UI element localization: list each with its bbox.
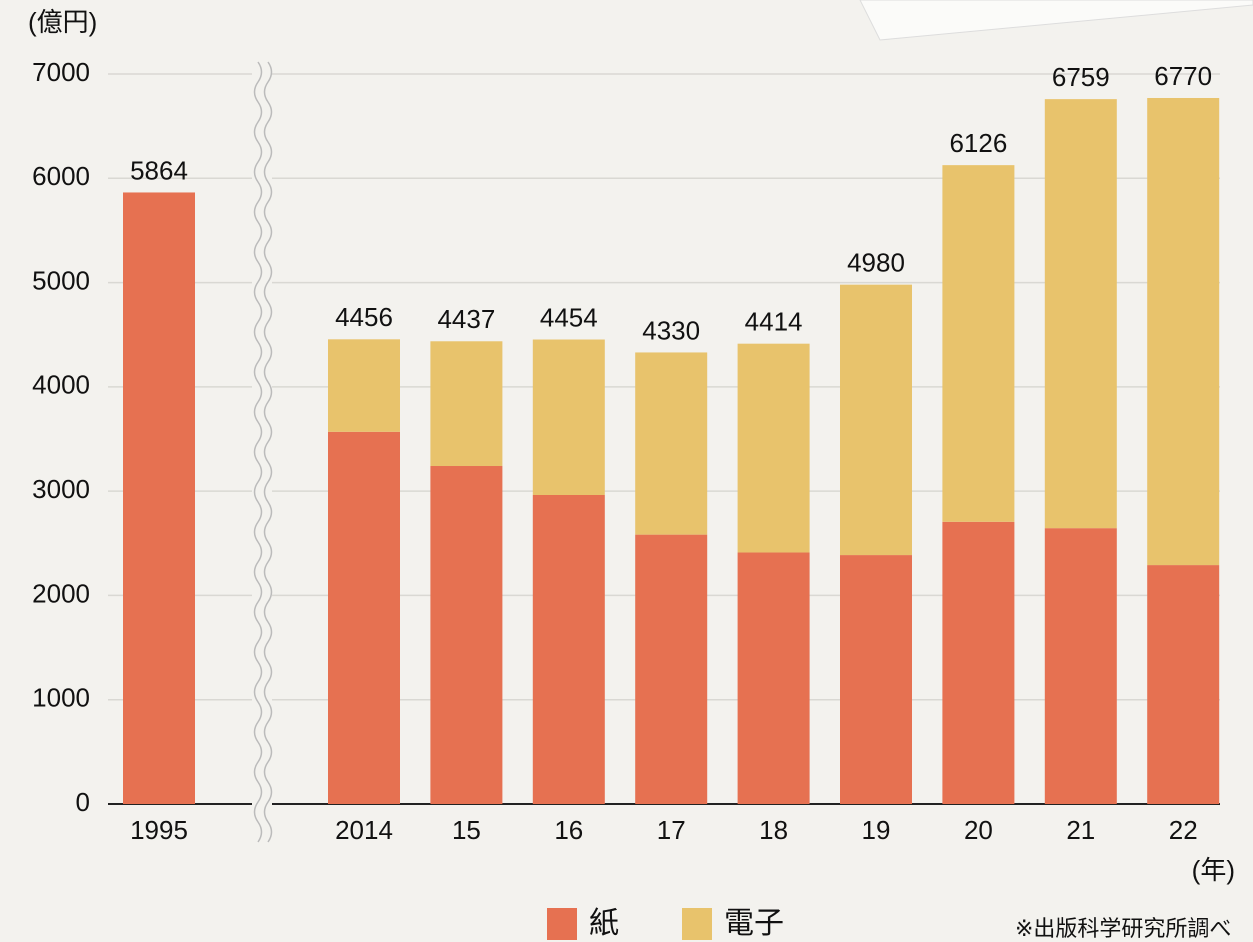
photo-corner: [860, 0, 1253, 40]
y-tick-label: 1000: [32, 683, 90, 713]
y-tick-label: 0: [76, 787, 90, 817]
bar-segment: [635, 352, 707, 534]
y-tick-label: 2000: [32, 578, 90, 608]
x-tick-label: 1995: [130, 815, 188, 845]
total-label: 4414: [745, 307, 803, 337]
bar-segment: [840, 555, 912, 804]
y-tick-label: 4000: [32, 370, 90, 400]
bar-segment: [533, 340, 605, 495]
bar-segment: [738, 552, 810, 804]
x-tick-label: 21: [1066, 815, 1095, 845]
x-tick-label: 20: [964, 815, 993, 845]
total-label: 6770: [1154, 61, 1212, 91]
bar-segment: [635, 535, 707, 804]
bar-segment: [328, 339, 400, 432]
x-tick-label: 17: [657, 815, 686, 845]
source-note: ※出版科学研究所調べ: [1015, 916, 1231, 941]
chart: (億円) (年) ※出版科学研究所調べ 0 1000 2000 3000 4000 500…: [0, 0, 1253, 942]
y-tick-label: 7000: [32, 57, 90, 87]
total-label: 4437: [437, 304, 495, 334]
x-tick-label: 22: [1169, 815, 1198, 845]
bar-segment: [430, 341, 502, 466]
y-axis-unit: (億円): [28, 7, 97, 37]
y-tick-label: 3000: [32, 474, 90, 504]
legend-swatch: [682, 908, 712, 940]
x-tick-label: 16: [554, 815, 583, 845]
total-label: 6126: [949, 128, 1007, 158]
bar-segment: [738, 344, 810, 553]
bar-segment: [533, 495, 605, 804]
legend-label: 紙: [589, 907, 619, 940]
total-label: 4330: [642, 315, 700, 345]
total-label: 4980: [847, 248, 905, 278]
y-tick-label: 6000: [32, 161, 90, 191]
bar-segment: [328, 432, 400, 804]
bar-segment: [942, 522, 1014, 804]
bar-segment: [942, 165, 1014, 522]
total-label: 4456: [335, 302, 393, 332]
total-label: 5864: [130, 155, 188, 185]
bar-segment: [430, 466, 502, 804]
bar-segment: [123, 192, 195, 804]
x-tick-label: 19: [862, 815, 891, 845]
bar-segment: [1045, 99, 1117, 528]
x-axis-unit: (年): [1192, 855, 1235, 885]
bar-segment: [1045, 528, 1117, 804]
legend-swatch: [547, 908, 577, 940]
bar-segment: [1147, 565, 1219, 804]
legend-label: 電子: [724, 907, 784, 940]
x-tick-label: 15: [452, 815, 481, 845]
total-label: 6759: [1052, 62, 1110, 92]
bar-segment: [840, 285, 912, 555]
y-tick-label: 5000: [32, 265, 90, 295]
x-tick-label: 18: [759, 815, 788, 845]
total-label: 4454: [540, 302, 598, 332]
bar-segment: [1147, 98, 1219, 565]
x-tick-label: 2014: [335, 815, 393, 845]
